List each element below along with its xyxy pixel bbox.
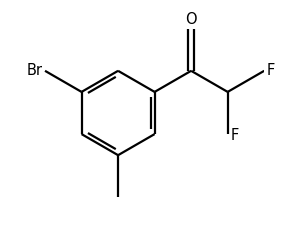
Text: F: F	[230, 127, 239, 142]
Text: F: F	[267, 63, 275, 78]
Text: O: O	[185, 12, 197, 27]
Text: Br: Br	[26, 63, 42, 78]
